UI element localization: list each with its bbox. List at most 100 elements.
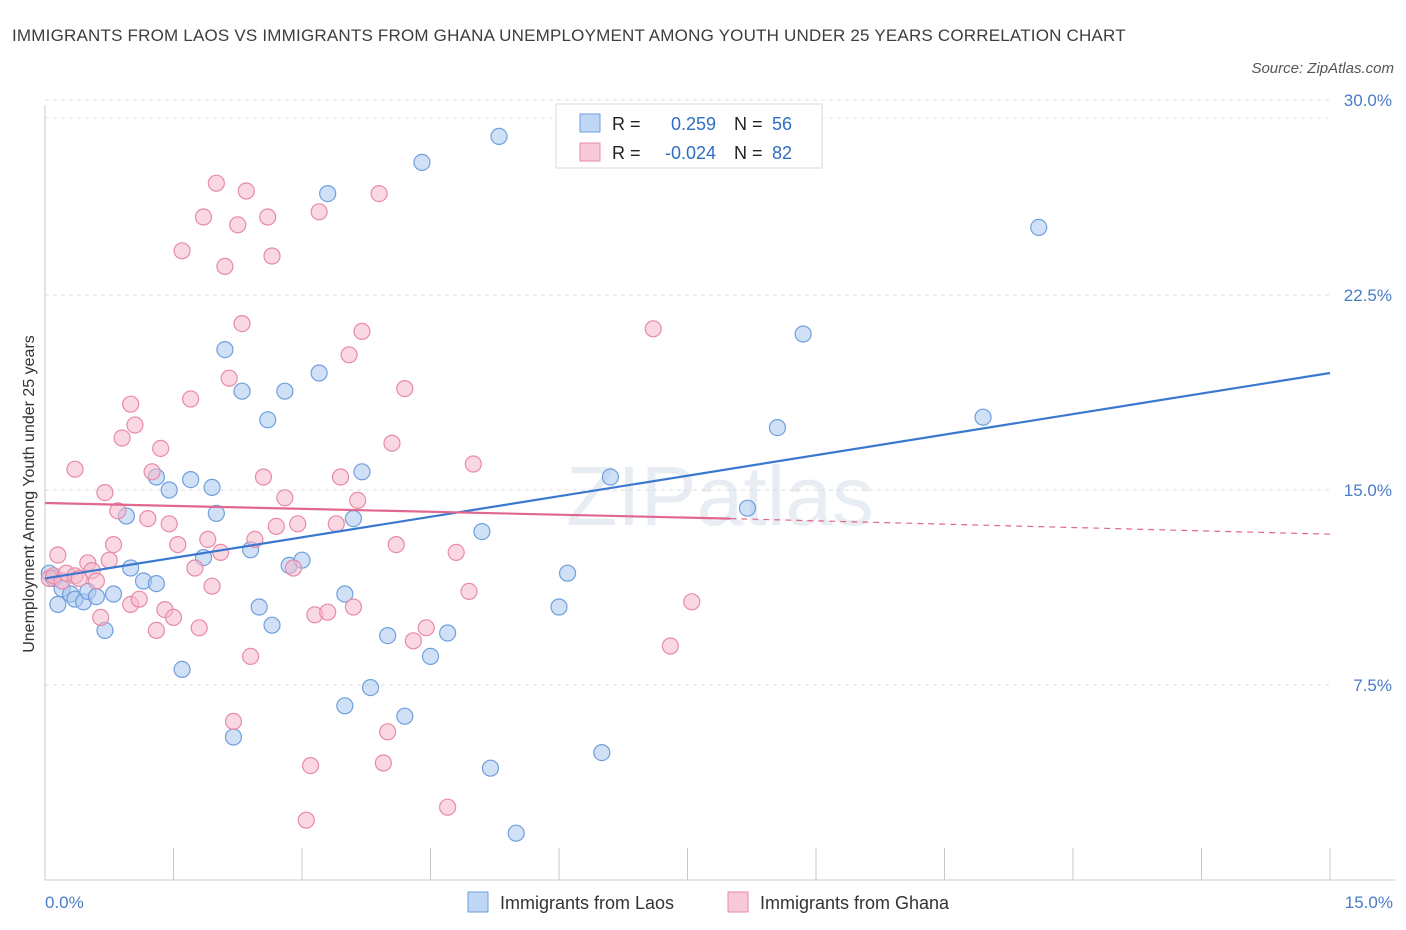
data-point: [349, 491, 367, 509]
y-axis-label: Unemployment Among Youth under 25 years: [21, 335, 38, 653]
data-point: [259, 208, 277, 226]
data-point: [169, 535, 187, 554]
data-point: [1030, 218, 1048, 236]
chart-title: IMMIGRANTS FROM LAOS VS IMMIGRANTS FROM …: [12, 26, 1126, 45]
data-point: [344, 509, 362, 528]
data-point: [289, 515, 307, 533]
data-point: [396, 707, 414, 725]
data-point: [122, 559, 140, 577]
data-point: [130, 590, 148, 608]
data-point: [87, 587, 106, 606]
data-point: [224, 728, 243, 746]
data-point: [242, 647, 260, 666]
legend-n-value-ghana: 82: [772, 143, 792, 163]
data-point: [383, 434, 401, 452]
trend-layer: [44, 371, 1331, 580]
data-point: [550, 598, 568, 616]
data-point: [229, 216, 247, 234]
data-point: [122, 395, 140, 413]
data-point: [319, 603, 337, 621]
legend-n-value-laos: 56: [772, 114, 792, 134]
tick-labels: 7.5% 15.0% 22.5% 30.0% 0.0% 15.0%: [45, 91, 1393, 912]
data-point: [481, 759, 500, 777]
data-point: [92, 608, 110, 627]
series-ghana: [40, 174, 701, 829]
data-point: [464, 455, 482, 473]
trend-line: [44, 371, 1331, 580]
data-point: [353, 463, 371, 481]
data-point: [284, 559, 303, 577]
data-point: [473, 522, 491, 541]
data-point: [319, 185, 337, 203]
legend-swatch-laos: [579, 113, 601, 133]
data-point: [276, 489, 294, 507]
legend-r-label-ghana: R =: [612, 143, 641, 163]
data-point: [96, 484, 114, 502]
data-point: [974, 408, 992, 426]
data-point: [794, 325, 812, 343]
data-point: [224, 712, 243, 731]
data-point: [336, 585, 354, 603]
data-point: [113, 429, 131, 447]
data-point: [439, 798, 457, 816]
data-point: [404, 632, 422, 650]
y-tick-label: 15.0%: [1344, 481, 1392, 500]
data-point: [263, 247, 281, 265]
data-point: [310, 364, 328, 382]
data-point: [327, 515, 345, 533]
data-point: [233, 315, 251, 333]
trend-line-extension: [730, 518, 1331, 535]
data-point: [147, 621, 165, 640]
trend-line: [44, 501, 731, 520]
x-tick-label: 15.0%: [1345, 893, 1393, 912]
data-point: [100, 551, 118, 569]
data-point: [439, 624, 457, 642]
data-point: [109, 502, 127, 520]
data-point: [87, 572, 106, 590]
data-point: [276, 382, 294, 400]
data-point: [212, 543, 230, 562]
data-point: [644, 320, 662, 338]
data-point: [207, 174, 225, 192]
data-point: [104, 535, 123, 554]
bottom-legend-swatch-ghana: [727, 891, 749, 913]
data-point: [147, 574, 165, 593]
data-point: [49, 546, 67, 564]
data-point: [344, 598, 362, 616]
data-point: [263, 616, 281, 634]
data-point: [160, 515, 178, 533]
data-point: [396, 380, 414, 398]
data-point: [331, 468, 350, 486]
legend-n-label-laos: N =: [734, 114, 763, 134]
data-point: [490, 127, 508, 145]
data-point: [340, 346, 358, 364]
source-label: Source: ZipAtlas.com: [1251, 60, 1394, 77]
data-point: [182, 390, 200, 408]
data-point: [199, 530, 217, 549]
data-point: [460, 582, 478, 601]
data-point: [768, 419, 787, 437]
legend-r-label-laos: R =: [612, 114, 641, 134]
data-point: [160, 481, 178, 499]
data-point: [387, 535, 405, 554]
data-point: [353, 322, 371, 340]
data-point: [413, 153, 431, 171]
bottom-legend-swatch-laos: [467, 891, 489, 913]
data-point: [49, 595, 67, 614]
data-point: [447, 543, 465, 562]
data-point: [104, 585, 123, 603]
axes: [44, 105, 1395, 881]
data-point: [190, 619, 208, 637]
data-point: [152, 439, 170, 457]
data-point: [182, 471, 200, 489]
data-point: [173, 242, 191, 260]
data-point: [421, 647, 440, 666]
data-point: [683, 593, 701, 611]
legend: R = 0.259 N = 56 R = -0.024 N = 82: [555, 103, 823, 169]
data-point: [216, 341, 234, 359]
data-point: [233, 382, 251, 400]
data-point: [336, 697, 354, 715]
y-tick-label: 30.0%: [1344, 91, 1392, 110]
data-point: [379, 626, 397, 645]
data-point: [254, 468, 273, 486]
